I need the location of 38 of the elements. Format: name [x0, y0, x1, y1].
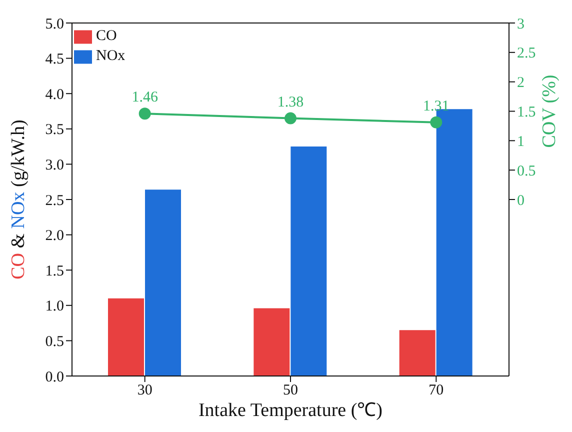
- y2-tick-label: 3: [517, 16, 524, 32]
- y-tick-label: 4.0: [45, 86, 64, 103]
- y-tick-label: 2.0: [45, 228, 64, 244]
- y2-tick-label: 2: [517, 75, 524, 92]
- y-tick-label: 1.0: [45, 298, 64, 315]
- legend-label: CO: [96, 28, 117, 44]
- point: [430, 116, 442, 128]
- legend-label: NOx: [96, 48, 126, 64]
- point: [138, 108, 151, 120]
- y2-tick-label: 0: [517, 192, 524, 209]
- y-tick-label: 3.0: [45, 158, 64, 174]
- bar: [436, 109, 472, 376]
- y2-tick-label: 1.5: [517, 104, 536, 121]
- bar: [145, 190, 181, 376]
- y-tick-label: 3.5: [45, 122, 64, 138]
- y2-tick-label: 1: [517, 134, 524, 150]
- x-tick-label: 70: [428, 382, 444, 399]
- y-axis-title: CO & NOx (g/kW.h): [8, 120, 29, 280]
- y2-tick-label: 2.5: [517, 46, 536, 62]
- x-tick-label: 30: [137, 382, 152, 399]
- data-label: 1.38: [277, 94, 304, 110]
- y-tick-label: 4.5: [45, 52, 64, 68]
- y2-axis-title: COV (%): [539, 74, 560, 148]
- data-label: 1.31: [423, 98, 450, 114]
- y-tick-label: 5.0: [45, 16, 64, 32]
- y-tick-label: 0.0: [45, 369, 64, 386]
- x-axis-title: Intake Temperature (℃): [198, 400, 383, 421]
- x-tick-label: 50: [283, 382, 298, 399]
- point: [284, 112, 296, 124]
- y-tick-label: 1.5: [45, 263, 64, 280]
- bar: [290, 146, 327, 376]
- bar: [108, 298, 144, 376]
- y2-tick-label: 0.5: [517, 163, 536, 180]
- data-label: 1.46: [132, 90, 158, 106]
- y-tick-label: 2.5: [45, 192, 64, 209]
- bar: [399, 330, 436, 376]
- y-tick-label: 0.5: [45, 334, 64, 350]
- bar: [254, 308, 290, 376]
